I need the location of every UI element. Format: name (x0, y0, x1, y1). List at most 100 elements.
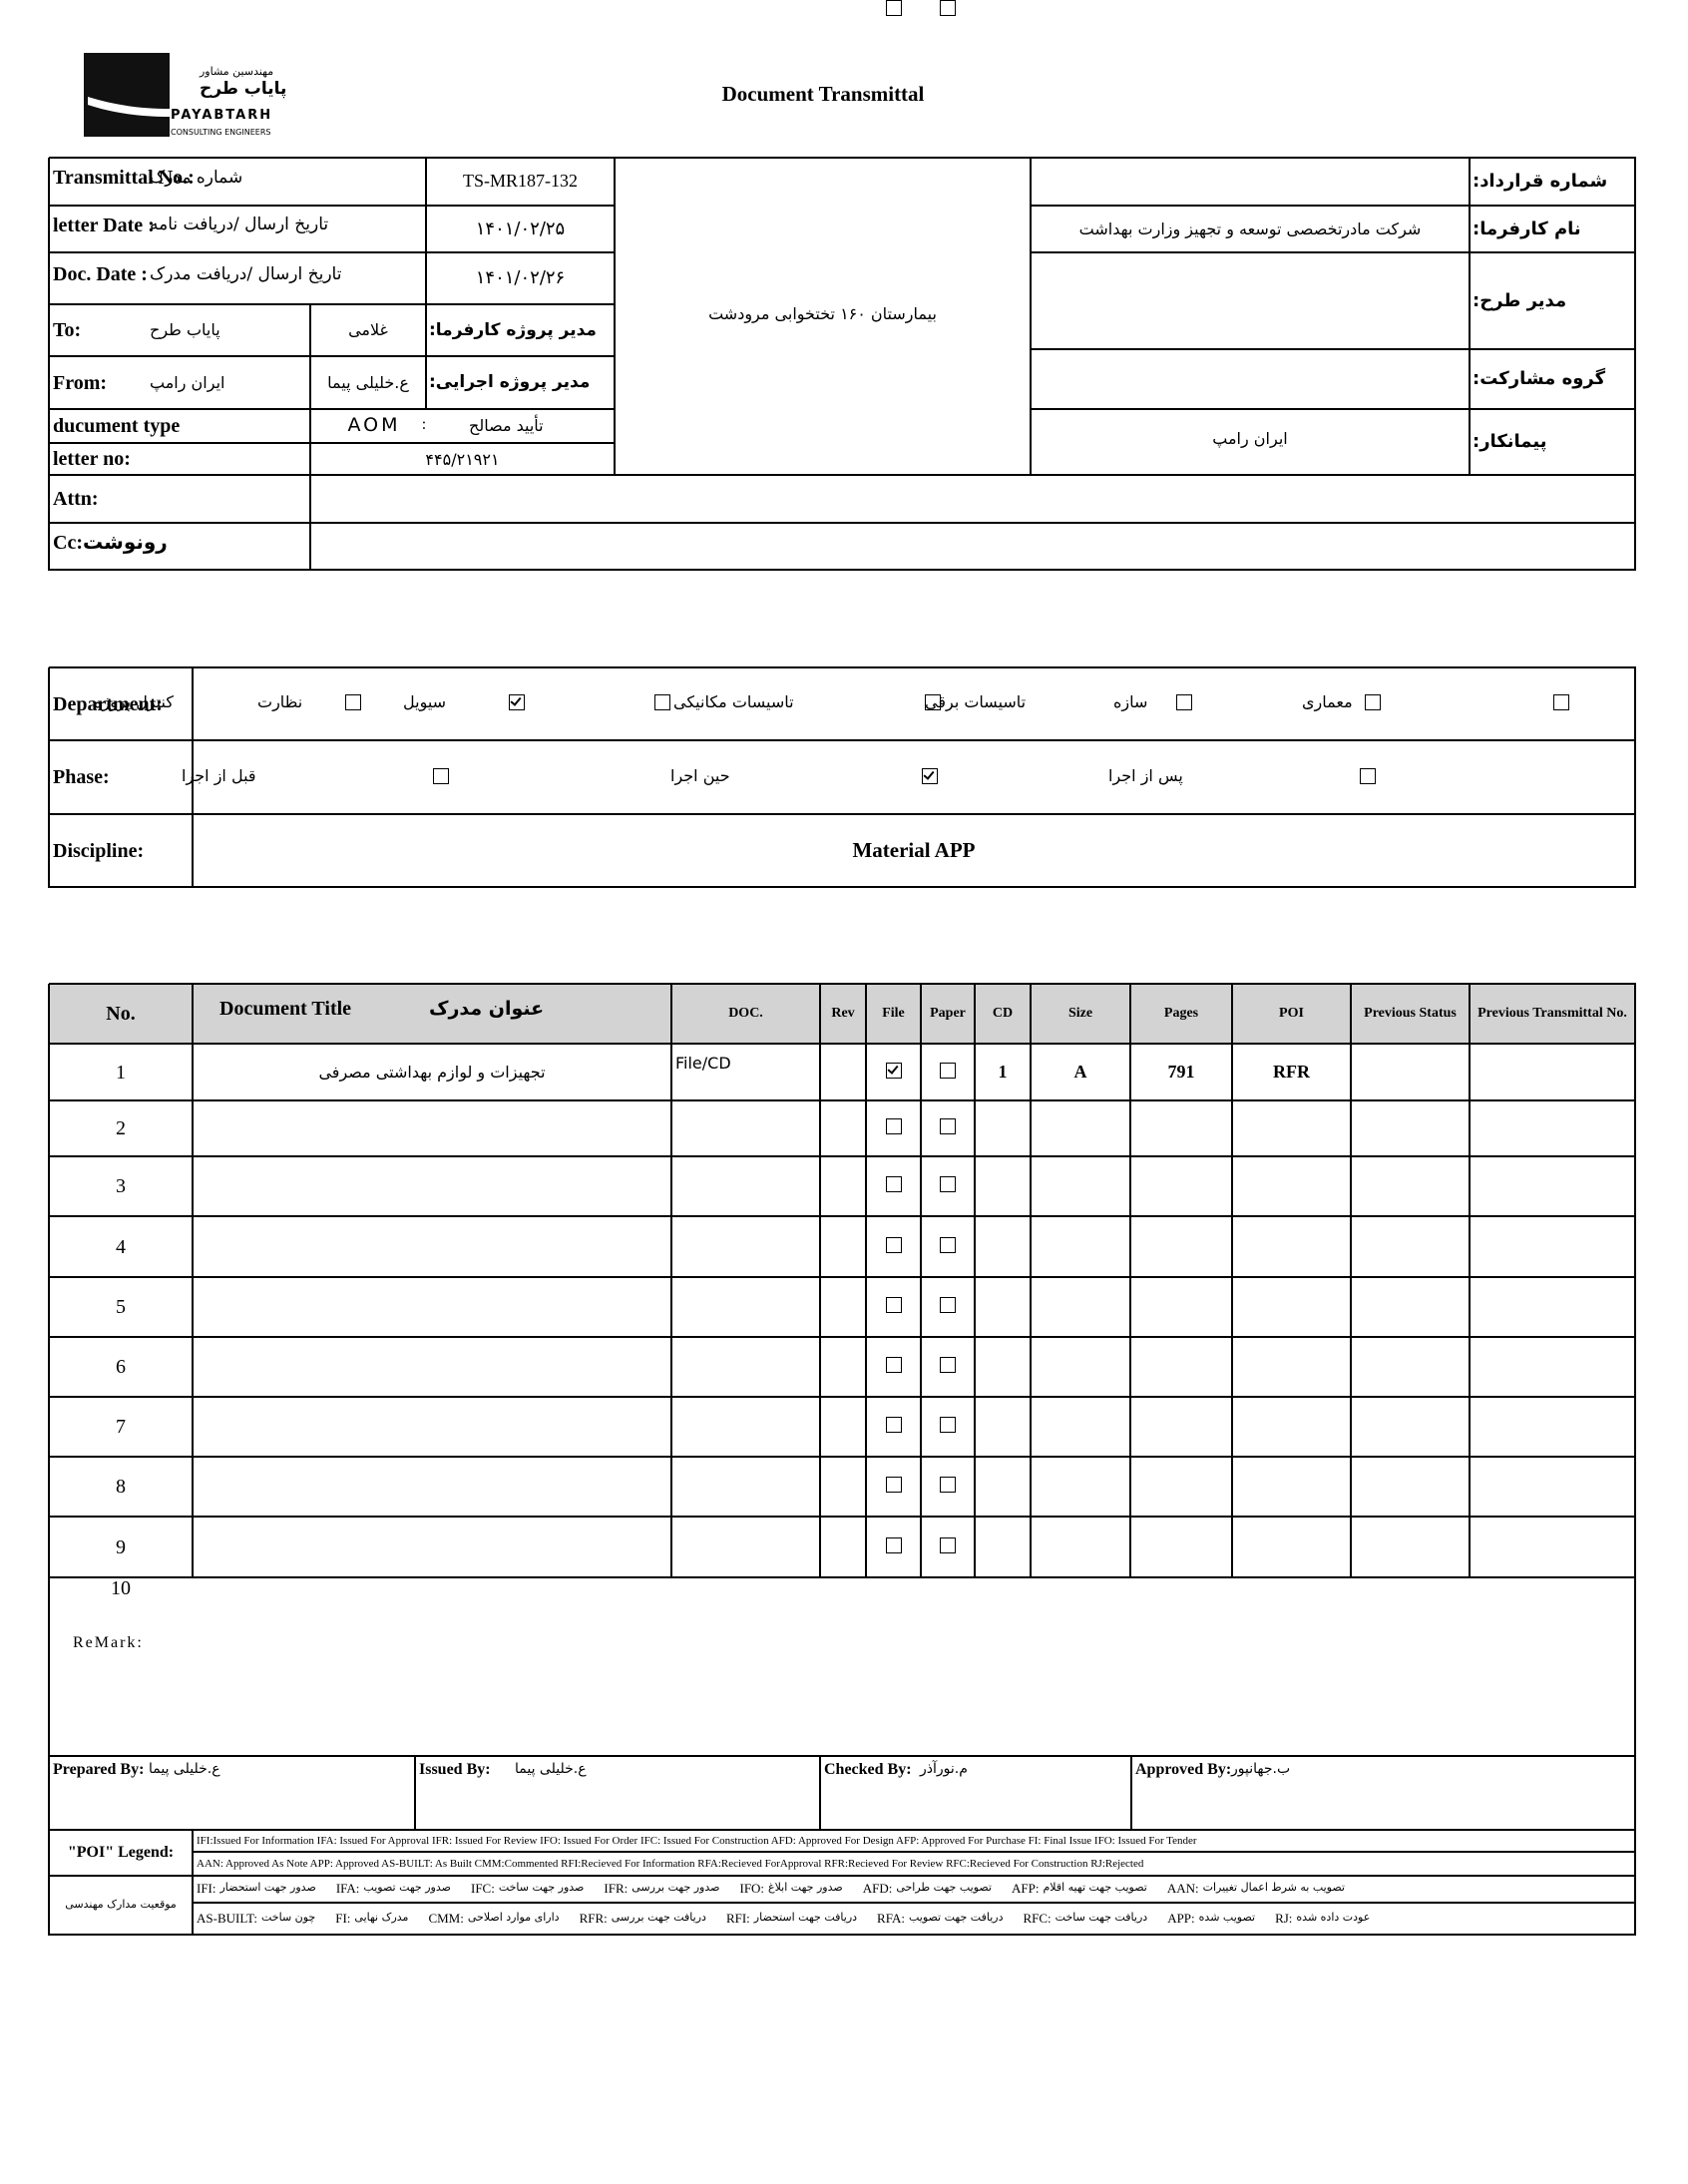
checkbox (940, 1236, 956, 1253)
field-label-fa: شماره مدرک (150, 167, 243, 188)
rule (49, 813, 1636, 815)
checkbox (885, 1357, 902, 1373)
separator: : (421, 416, 427, 434)
legend-row-fa: IFI: صدور جهت استحضار IFA: صدور جهت تصویب IF… (197, 1876, 1633, 1903)
column-header: File (882, 1006, 905, 1022)
field-label: Department: (53, 692, 163, 715)
option-label: معماری (1302, 692, 1353, 712)
field-value: ایران رامپ (150, 372, 225, 392)
signature-label: Approved By: (1135, 1761, 1232, 1779)
column-header: Previous Status (1364, 1006, 1457, 1022)
rule (1469, 984, 1471, 1578)
rule (48, 158, 50, 571)
field-label-fa: مدیر طرح: (1473, 289, 1567, 311)
rule (49, 739, 1636, 741)
rule (425, 158, 427, 410)
signature-name: ع.خلیلی پیما (149, 1761, 220, 1778)
row-number: 4 (116, 1235, 126, 1258)
cell-size: A (1073, 1061, 1087, 1082)
legend-item: IFI: صدور جهت استحضار (197, 1882, 316, 1897)
rule (865, 984, 867, 1578)
option-label: تاسیسات برقی (925, 692, 1027, 712)
legend-code: FI: (335, 1910, 351, 1926)
legend-text: صدور جهت تصویب (363, 1881, 451, 1895)
rule (614, 158, 616, 476)
legend-item: APP: تصویب شده (1167, 1910, 1255, 1926)
rule (49, 251, 616, 253)
legend-text: دارای موارد اصلاحی (467, 1910, 560, 1924)
rule (1469, 158, 1471, 476)
checkbox (922, 768, 938, 784)
field-label: Phase: (53, 766, 110, 788)
person-name: ع.خلیلی پیما (327, 372, 409, 392)
check-mark (923, 768, 935, 780)
field-label-fa: گروه مشارکت: (1473, 368, 1606, 390)
column-header: No. (106, 1003, 136, 1025)
document-doc: File/CD (675, 1054, 731, 1074)
row-number: 2 (116, 1117, 126, 1139)
legend-code: APP: (1167, 1910, 1195, 1926)
legend-item: FI: مدرک نهایی (335, 1910, 408, 1926)
rule (1030, 984, 1032, 1578)
rule (1634, 667, 1636, 888)
rule (819, 1756, 821, 1831)
row-number: 8 (116, 1476, 126, 1498)
field-label: Transmittal No.: (53, 167, 195, 189)
logo-name-fa: پایاب طرح (200, 78, 287, 99)
rule (1231, 984, 1233, 1578)
rule (1634, 984, 1636, 1578)
option-label: نظارت (257, 692, 303, 712)
checkbox (940, 1417, 956, 1433)
rule (49, 1215, 1636, 1217)
project-name: بیمارستان ۱۶۰ تختخوابی مرودشت (708, 304, 937, 324)
rule (49, 1276, 1636, 1278)
column-header: Paper (930, 1006, 966, 1022)
checkbox (940, 1357, 956, 1373)
checkbox (1365, 694, 1381, 710)
legend-text: دریافت جهت استحضار (753, 1910, 858, 1924)
rule (48, 984, 50, 1578)
rule (49, 1043, 1636, 1045)
document-type-value: تأیید مصالح (469, 416, 544, 436)
legend-item: AS-BUILT: چون ساخت (197, 1911, 315, 1926)
field-label: Attn: (53, 488, 99, 510)
checkbox (345, 694, 361, 710)
rule (49, 1456, 1636, 1458)
legend-code: IFA: (335, 1881, 360, 1897)
row-number: 5 (116, 1296, 126, 1318)
field-label: From: (53, 371, 108, 394)
field-label: Doc. Date : (53, 263, 148, 285)
signature-name: ب.جهانپور (1231, 1761, 1291, 1778)
checkbox (885, 0, 902, 16)
legend-code: AFD: (862, 1881, 893, 1897)
checkbox (925, 694, 941, 710)
legend-text: تصویب به شرط اعمال تغییرات (1202, 1881, 1345, 1895)
column-header: Previous Transmittal No. (1477, 1006, 1627, 1022)
row-number: 10 (111, 1577, 131, 1599)
rule (49, 1755, 1636, 1757)
checkbox (885, 1297, 902, 1313)
rule (49, 157, 1636, 159)
legend-code: RFR: (579, 1910, 608, 1926)
option-label: قبل از اجرا (182, 766, 256, 786)
legend-code: AFP: (1012, 1881, 1040, 1897)
rule (920, 984, 922, 1578)
legend-code: CMM: (428, 1910, 464, 1926)
legend-code: IFR: (604, 1881, 629, 1897)
rule (49, 303, 616, 305)
legend-code: IFC: (470, 1881, 495, 1897)
signature-name: ع.خلیلی پیما (515, 1761, 587, 1778)
rule (193, 1851, 1636, 1853)
legend-line: AAN: Approved As Note APP: Approved AS-B… (197, 1857, 1144, 1870)
rule (414, 1756, 416, 1831)
field-label-fa: شماره قرارداد: (1473, 171, 1608, 193)
field-label-fa: مدیر پروژه اجرایی: (429, 372, 591, 393)
field-value: پایاب طرح (150, 320, 220, 340)
document-type-code: AOM (347, 413, 401, 436)
checkbox (1553, 694, 1569, 710)
legend-text: صدور جهت بررسی (632, 1881, 720, 1895)
checkbox (654, 694, 670, 710)
rule (49, 983, 1636, 985)
logo (84, 53, 170, 137)
rule (192, 1830, 194, 1936)
